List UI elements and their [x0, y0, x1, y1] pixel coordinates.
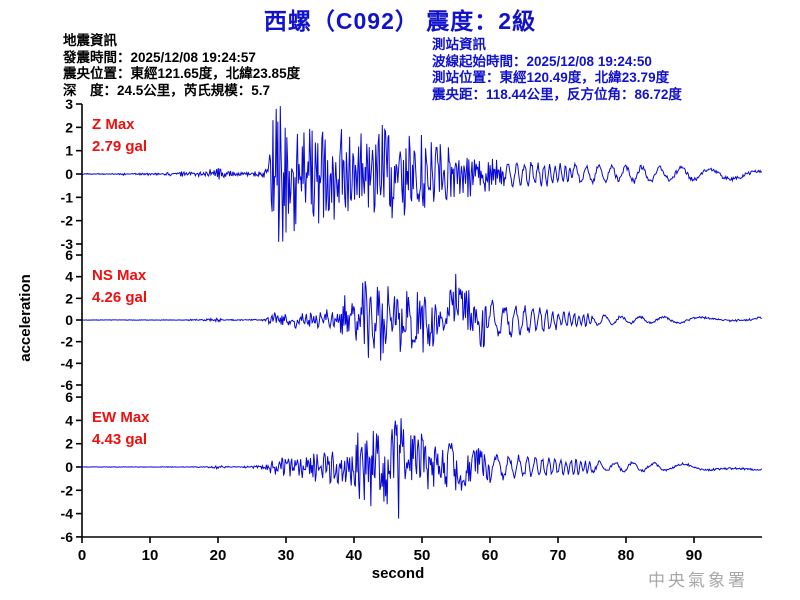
waveform-trace-NS [81, 273, 762, 361]
x-axis-label: second [372, 565, 425, 582]
y-tick-label: -4 [61, 355, 74, 371]
x-tick-label: 50 [414, 547, 431, 564]
epicenter-location: 震央位置：東經121.65度，北緯23.85度 [63, 66, 301, 81]
y-tick-label: 2 [65, 290, 73, 306]
y-tick-label: 2 [65, 436, 73, 452]
x-tick-label: 70 [550, 547, 567, 564]
y-tick-label: 3 [65, 96, 73, 112]
epicentral-distance: 震央距：118.44公里，反方位角：86.72度 [432, 86, 682, 102]
max-label-component-NS: NS Max [92, 267, 147, 284]
page-title: 西螺（C092） 震度：2級 [263, 8, 537, 34]
y-axis-label: acceleration [17, 274, 34, 362]
y-tick-label: 4 [65, 269, 73, 285]
y-tick-label: 6 [65, 247, 73, 263]
y-tick-label: -2 [61, 482, 74, 498]
y-tick-label: -4 [61, 506, 74, 522]
station-info-heading: 測站資訊 [432, 37, 486, 52]
y-tick-label: 0 [65, 312, 73, 328]
x-tick-label: 20 [210, 547, 227, 564]
station-location: 測站位置：東經120.49度，北緯23.79度 [432, 70, 670, 85]
panel-NS: 6 4 2 0 -2 -4 -6 NS Max 4.26 gal [61, 247, 762, 393]
y-tick-label: -2 [61, 334, 74, 350]
station-info-block: 測站資訊 波線起始時間：2025/12/08 19:24:50 測站位置：東經1… [432, 37, 682, 103]
x-tick-label: 10 [142, 547, 159, 564]
y-tick-label: 0 [65, 459, 73, 475]
waveform-trace-Z [81, 106, 763, 242]
y-tick-label: -6 [61, 377, 74, 393]
x-tick-label: 30 [278, 547, 295, 564]
earthquake-info-heading: 地震資訊 [63, 33, 117, 48]
max-value-Z: 2.79 gal [92, 138, 147, 155]
max-label-component-Z: Z Max [92, 116, 135, 133]
panel-EW: 6 4 2 0 -2 -4 -6 EW Max 4.43 gal [61, 389, 763, 545]
y-tick-label: 0 [65, 166, 73, 182]
y-tick-label: -6 [61, 529, 74, 545]
y-tick-label: 6 [65, 389, 73, 405]
max-label-component-EW: EW Max [92, 409, 150, 426]
max-value-EW: 4.43 gal [92, 431, 147, 448]
waveform-trace-EW [81, 418, 763, 519]
x-tick-label: 60 [482, 547, 499, 564]
x-tick-label: 80 [618, 547, 635, 564]
x-tick-label: 90 [686, 547, 703, 564]
y-tick-label: -3 [61, 236, 74, 252]
agency-watermark: 中央氣象署 [648, 571, 748, 590]
y-tick-label: 2 [65, 119, 73, 135]
wave-start-time: 波線起始時間：2025/12/08 19:24:50 [432, 53, 652, 69]
x-axis-ticks: 0 10 20 30 40 50 60 70 80 90 [78, 537, 703, 564]
y-tick-label: -2 [61, 213, 74, 229]
depth-magnitude: 深 度：24.5公里，芮氏規模：5.7 [63, 82, 271, 98]
y-tick-label: 1 [65, 143, 73, 159]
earthquake-origin-time: 發震時間：2025/12/08 19:24:57 [63, 49, 256, 65]
earthquake-info-block: 地震資訊 發震時間：2025/12/08 19:24:57 震央位置：東經121… [63, 33, 300, 99]
y-tick-label: -1 [61, 189, 74, 205]
max-value-NS: 4.26 gal [92, 289, 147, 306]
panel-Z: 3 2 1 0 -1 -2 -3 Z Max 2.79 gal [61, 96, 763, 252]
x-tick-label: 0 [78, 547, 86, 564]
y-tick-label: 4 [65, 412, 73, 428]
x-tick-label: 40 [346, 547, 363, 564]
